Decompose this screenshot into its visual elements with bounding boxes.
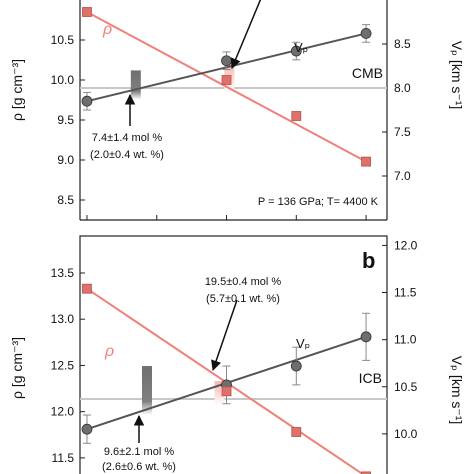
y-tick-label-right: 11.5 bbox=[394, 286, 417, 300]
conditions-annotation: P = 136 GPa; T= 4400 K bbox=[258, 196, 379, 208]
velocity-point bbox=[360, 28, 372, 39]
composition-bars-b bbox=[141, 366, 225, 416]
composition-bar bbox=[141, 366, 152, 416]
density-point bbox=[361, 471, 371, 474]
composition-bar bbox=[214, 381, 225, 406]
cmb-label: CMB bbox=[352, 65, 383, 81]
y-tick-label-left: 9.0 bbox=[57, 153, 74, 167]
density-point bbox=[291, 111, 302, 121]
y-tick-label-right: 7.5 bbox=[394, 125, 411, 139]
density-point bbox=[291, 427, 302, 437]
y-tick-label-left: 13.5 bbox=[51, 266, 75, 280]
density-series-label-a: ρ bbox=[102, 21, 112, 38]
y-ticks-left-b: 11.5 12.0 12.5 13.0 13.5 bbox=[51, 266, 85, 465]
axes-frame-b bbox=[79, 235, 388, 474]
y-tick-label-left: 11.5 bbox=[52, 451, 75, 465]
velocity-series-label-b: Vₚ bbox=[296, 336, 310, 351]
velocity-point bbox=[290, 45, 302, 57]
y-tick-label-right: 11.0 bbox=[394, 333, 417, 347]
density-points-b bbox=[82, 283, 371, 474]
velocity-point bbox=[360, 331, 372, 343]
y-tick-label-right: 8.5 bbox=[394, 37, 411, 51]
density-point bbox=[82, 283, 92, 294]
y-ticks-right-a: 7.0 7.5 8.0 8.5 bbox=[382, 37, 411, 183]
composition-upper-annotation-b-line1: 19.5±0.4 mol % bbox=[205, 276, 282, 288]
arrow-diagonal-b bbox=[211, 299, 238, 371]
density-line-a bbox=[86, 11, 367, 163]
y-tick-label-left: 10.5 bbox=[51, 33, 75, 47]
velocity-point bbox=[81, 423, 93, 435]
velocity-point bbox=[81, 95, 93, 107]
density-points-a bbox=[82, 7, 371, 167]
y-axis-title-right-b: Vₚ [km s⁻¹] bbox=[449, 356, 465, 425]
velocity-series-label-a: Vₚ bbox=[294, 40, 308, 55]
density-series-label-b: ρ bbox=[104, 343, 114, 360]
y-axis-title-left-b: ρ [g cm⁻³] bbox=[9, 337, 25, 399]
x-ticks-a bbox=[86, 215, 367, 220]
panel-b: 11.512.012.513.013.5 9.510.010.511.011.5… bbox=[9, 235, 465, 474]
icb-label: ICB bbox=[359, 370, 382, 386]
y-tick-label-right: 7.0 bbox=[394, 169, 411, 183]
composition-bar bbox=[130, 70, 141, 100]
axes-frame-a bbox=[79, 0, 388, 221]
y-axis-title-right-a: Vₚ [km s⁻¹] bbox=[449, 41, 465, 110]
velocity-point bbox=[290, 360, 302, 372]
y-tick-label-left: 9.5 bbox=[57, 113, 74, 127]
panel-letter-b: b bbox=[362, 248, 375, 273]
y-axis-title-left-a: ρ [g cm⁻³] bbox=[9, 59, 25, 121]
y-ticks-right-b: 9.510.010.511.011.512.0 bbox=[382, 238, 418, 441]
y-tick-label-right: 12.0 bbox=[394, 238, 418, 252]
density-point bbox=[82, 7, 92, 17]
panel-a: 8.5 9.0 9.5 10.0 10.5 7.0 7.5 8.0 8.5 CMB ρ Vₚ … bbox=[9, 0, 465, 221]
y-tick-label-right: 10.0 bbox=[394, 427, 418, 441]
y-tick-label-left: 8.5 bbox=[57, 193, 74, 207]
y-tick-label-left: 12.5 bbox=[51, 358, 75, 372]
velocity-points-a bbox=[81, 24, 372, 111]
composition-annotation-a-line2: (2.0±0.4 wt. %) bbox=[90, 149, 164, 161]
density-point bbox=[361, 156, 371, 167]
composition-upper-annotation-b-line2: (5.7±0.1 wt. %) bbox=[206, 293, 280, 305]
y-tick-label-left: 13.0 bbox=[51, 312, 75, 326]
composition-lower-annotation-b-line2: (2.6±0.6 wt. %) bbox=[102, 461, 176, 473]
y-tick-label-left: 12.0 bbox=[51, 405, 75, 419]
y-tick-label-right: 10.5 bbox=[394, 380, 418, 394]
composition-lower-annotation-b-line1: 9.6±2.1 mol % bbox=[104, 446, 174, 458]
density-point bbox=[221, 75, 232, 85]
y-tick-label-right: 8.0 bbox=[394, 81, 411, 95]
y-ticks-left-a: 8.5 9.0 9.5 10.0 10.5 bbox=[51, 33, 85, 207]
velocity-point bbox=[221, 55, 232, 67]
arrow-diagonal-a bbox=[230, 0, 262, 69]
composition-annotation-a-line1: 7.4±1.4 mol % bbox=[92, 132, 162, 144]
density-point bbox=[221, 386, 232, 397]
y-tick-label-left: 10.0 bbox=[51, 73, 75, 87]
